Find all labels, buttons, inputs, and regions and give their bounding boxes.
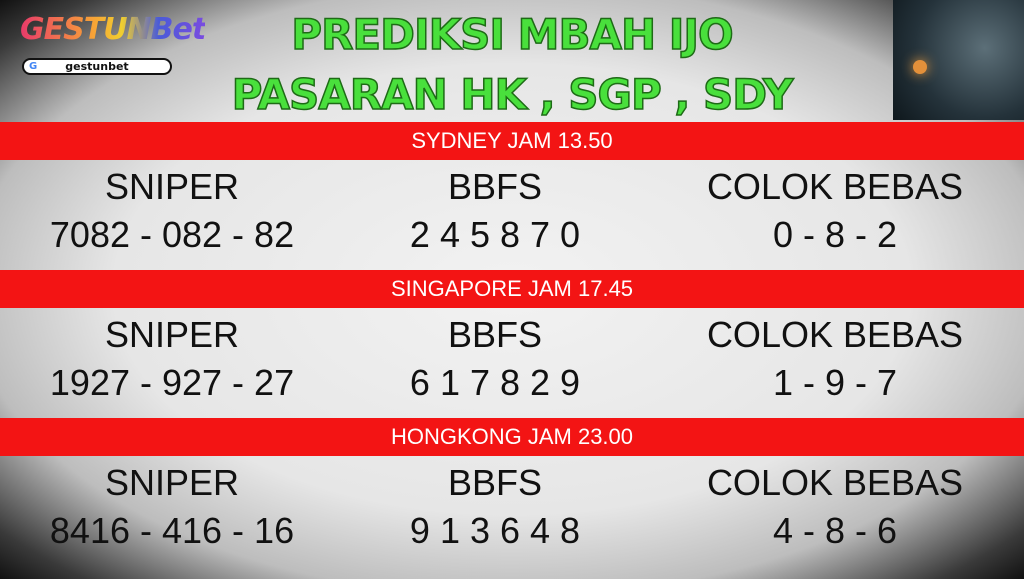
value-bbfs: 9 1 3 6 4 8: [409, 510, 581, 551]
label-sniper: SNIPER: [104, 314, 240, 355]
market-header-singapore: SINGAPORE JAM 17.45: [0, 270, 1024, 308]
label-bbfs: BBFS: [447, 166, 543, 207]
market-header-sydney: SYDNEY JAM 13.50: [0, 122, 1024, 160]
market-header-hongkong: HONGKONG JAM 23.00: [0, 418, 1024, 456]
value-colok-bebas: 1 - 9 - 7: [772, 362, 898, 403]
mystic-scene-image: [893, 0, 1024, 120]
value-colok-bebas: 0 - 8 - 2: [772, 214, 898, 255]
search-text: gestunbet: [65, 60, 129, 73]
google-icon: G: [29, 61, 38, 72]
label-bbfs: BBFS: [447, 314, 543, 355]
value-colok-bebas: 4 - 8 - 6: [772, 510, 898, 551]
label-colok-bebas: COLOK BEBAS: [706, 166, 964, 207]
label-colok-bebas: COLOK BEBAS: [706, 462, 964, 503]
gestunbet-logo: GESTUNBet: [20, 10, 206, 80]
label-sniper: SNIPER: [104, 166, 240, 207]
value-sniper: 1927 - 927 - 27: [49, 362, 295, 403]
label-sniper: SNIPER: [104, 462, 240, 503]
title-line-2: PASARAN HK , SGP , SDY: [231, 69, 794, 120]
value-sniper: 7082 - 082 - 82: [49, 214, 295, 255]
label-colok-bebas: COLOK BEBAS: [706, 314, 964, 355]
value-sniper: 8416 - 416 - 16: [49, 510, 295, 551]
value-bbfs: 2 4 5 8 7 0: [409, 214, 581, 255]
lamp-icon: [913, 60, 927, 74]
logo-text: GESTUNBet: [20, 12, 206, 47]
value-bbfs: 6 1 7 8 2 9: [409, 362, 581, 403]
title-line-1: PREDIKSI MBAH IJO: [291, 9, 735, 60]
label-bbfs: BBFS: [447, 462, 543, 503]
